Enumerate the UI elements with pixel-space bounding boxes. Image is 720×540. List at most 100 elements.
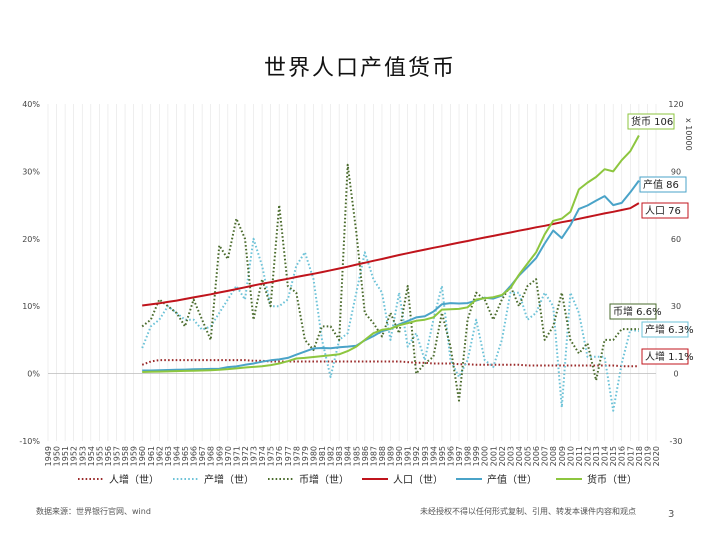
left-axis-tick-label: 10% — [22, 302, 40, 311]
x-axis-tick-label: 1972 — [241, 446, 250, 466]
x-axis-tick-label: 2019 — [643, 446, 652, 466]
x-axis-tick-label: 1973 — [250, 446, 259, 466]
x-axis-tick-label: 1984 — [344, 446, 353, 466]
page-title: 世界人口产值货币 — [263, 56, 456, 81]
x-axis-tick-label: 1983 — [335, 446, 344, 466]
x-axis-tick-label: 2020 — [652, 446, 661, 466]
left-axis-tick-label: 40% — [22, 100, 40, 109]
x-axis-tick-label: 2008 — [549, 446, 558, 466]
x-axis-tick-label: 1961 — [147, 446, 156, 466]
series-line-2 — [141, 163, 639, 402]
series-line-3 — [142, 202, 640, 307]
x-axis-tick-label: 1990 — [395, 446, 404, 466]
series-line-0 — [141, 359, 639, 368]
x-axis-tick-label: 1950 — [53, 446, 62, 466]
x-axis-tick-label: 1982 — [327, 446, 336, 466]
callout-box — [641, 202, 689, 219]
x-axis-tick-label: 2002 — [498, 446, 507, 466]
x-axis-tick-label: 1996 — [446, 446, 455, 466]
x-axis-tick-label: 1994 — [429, 446, 438, 466]
callout-label: 人口 76 — [645, 205, 681, 217]
right-axis-tick-label: 120 — [668, 100, 683, 109]
x-axis-tick-label: 2007 — [541, 446, 550, 466]
x-axis-tick-label: 1995 — [438, 446, 447, 466]
x-axis-tick-label: 1997 — [455, 446, 464, 466]
x-axis-tick-label: 1949 — [44, 446, 53, 466]
x-axis-tick-label: 1988 — [378, 446, 387, 466]
legend-label: 人增（世） — [109, 473, 159, 486]
copyright-notice: 未经授权不得以任何形式复制、引用、转发本课件内容和观点 — [420, 507, 636, 516]
x-axis-tick-label: 1976 — [275, 446, 284, 466]
x-axis-tick-label: 2017 — [626, 446, 635, 466]
x-axis-tick-label: 2014 — [601, 446, 610, 466]
x-axis-tick-label: 2010 — [566, 446, 575, 466]
x-axis-tick-label: 2005 — [524, 446, 533, 466]
x-axis-tick-label: 1964 — [172, 446, 181, 466]
x-axis-tick-label: 1965 — [181, 446, 190, 466]
x-axis-tick-label: 1991 — [404, 446, 413, 466]
x-axis-tick-label: 1969 — [215, 446, 224, 466]
left-axis-tick-label: 0% — [27, 370, 40, 379]
x-axis-tick-label: 2013 — [592, 446, 601, 466]
x-axis-tick-label: 1952 — [70, 446, 79, 466]
x-axis-tick-label: 1975 — [267, 446, 276, 466]
left-axis-tick-label: -10% — [19, 437, 40, 446]
callout-label: 产值 86 — [643, 178, 679, 191]
x-axis-tick-label: 1959 — [130, 446, 139, 466]
x-axis-tick-label: 1987 — [369, 446, 378, 466]
right-axis-tick-label: 60 — [671, 235, 681, 244]
x-axis-tick-label: 1989 — [387, 446, 396, 466]
x-axis-tick-label: 1957 — [113, 446, 122, 466]
series-line-5 — [142, 135, 640, 373]
x-axis-tick-label: 1958 — [121, 446, 130, 466]
x-axis-tick-label: 1953 — [78, 446, 87, 466]
x-axis-tick-label: 2016 — [618, 446, 627, 466]
x-axis-tick-label: 2015 — [609, 446, 618, 466]
callout-box — [641, 348, 689, 365]
callout-box — [627, 113, 675, 130]
chart: 40% 30% 20% 10% 0% -10% 120 90 60 30 0 -30 x 10000 19… — [19, 100, 694, 486]
series-line-1 — [141, 237, 640, 412]
x-axis-tick-label: 2000 — [481, 446, 490, 466]
callout-label: 人增 1.1% — [645, 350, 694, 363]
x-axis-tick-label: 1986 — [361, 446, 370, 466]
x-axis-tick-label: 1974 — [258, 446, 267, 466]
x-axis-tick-label: 1951 — [61, 446, 70, 466]
x-axis-tick-label: 1977 — [284, 446, 293, 466]
legend-label: 人口（世） — [393, 474, 443, 486]
left-axis-tick-label: 30% — [22, 167, 40, 176]
x-axis-tick-label: 1954 — [87, 446, 96, 466]
x-axis-tick-label: 1998 — [464, 446, 473, 466]
x-axis-tick-label: 1960 — [138, 446, 147, 466]
right-axis-tick-label: 30 — [671, 302, 681, 311]
x-axis-tick-label: 1971 — [232, 446, 241, 466]
legend-label: 币增（世） — [299, 473, 349, 486]
x-axis-tick-label: 2018 — [635, 446, 644, 466]
x-axis-tick-label: 1978 — [292, 446, 301, 466]
callout-box — [641, 321, 689, 338]
x-axis-tick-label: 1970 — [224, 446, 233, 466]
callout-label: 产增 6.3% — [645, 323, 694, 336]
x-axis-tick-label: 1980 — [309, 446, 318, 466]
x-axis-tick-label: 2009 — [558, 446, 567, 466]
right-axis-unit-label: x 10000 — [684, 118, 693, 151]
x-axis-tick-label: 2012 — [583, 446, 592, 466]
x-axis-tick-label: 2011 — [575, 446, 584, 466]
page-number: 3 — [668, 509, 675, 520]
x-axis-tick-label: 1999 — [472, 446, 481, 466]
x-axis-tick-label: 1955 — [95, 446, 104, 466]
legend-label: 产值（世） — [487, 473, 537, 486]
x-axis-tick-label: 1962 — [155, 446, 164, 466]
x-axis-tick-label: 1968 — [207, 446, 216, 466]
callout-label: 货币 106 — [631, 115, 673, 128]
x-axis-tick-label: 1985 — [352, 446, 361, 466]
x-axis-tick-label: 2003 — [506, 446, 515, 466]
x-axis-tick-label: 2004 — [515, 446, 524, 466]
x-axis-tick-label: 1979 — [301, 446, 310, 466]
source-note: 数据来源：世界银行官网、wind — [36, 507, 151, 516]
legend-label: 货币（世） — [587, 473, 637, 486]
x-axis-tick-label: 2001 — [489, 446, 498, 466]
x-axis-tick-label: 1992 — [412, 446, 421, 466]
x-axis-tick-label: 1993 — [421, 446, 430, 466]
callout-box — [609, 303, 657, 320]
